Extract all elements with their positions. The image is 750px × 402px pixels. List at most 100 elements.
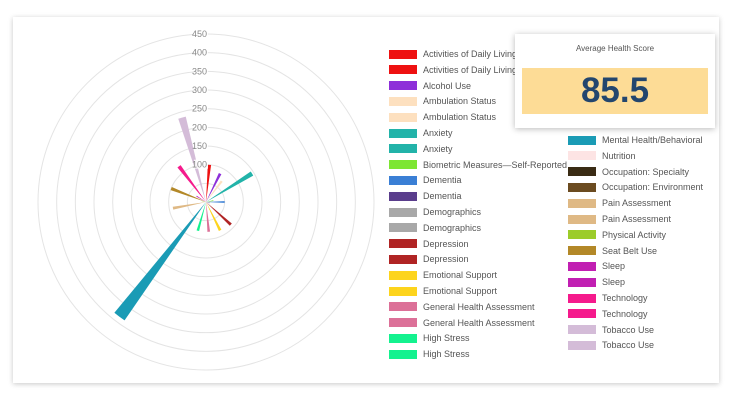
legend-label: Sleep [602, 261, 626, 272]
legend-label: Anxiety [423, 143, 453, 154]
legend-swatch [389, 286, 417, 296]
legend-label: Alcohol Use [423, 80, 472, 91]
legend-swatch [389, 144, 417, 154]
legend-item[interactable]: General Health Assessment [389, 316, 535, 330]
chart-wedge[interactable] [172, 202, 206, 210]
chart-wedge[interactable] [206, 171, 254, 202]
legend-swatch [389, 333, 417, 343]
legend-item[interactable]: Alcohol Use [389, 79, 471, 93]
legend-label: Biometric Measures—Self-Reported [423, 159, 568, 170]
legend-item[interactable]: Sleep [568, 259, 625, 273]
legend-label: Ambulation Status [423, 112, 497, 123]
legend-label: Depression [423, 254, 469, 265]
legend-item[interactable]: Emotional Support [389, 284, 497, 298]
legend-item[interactable]: Mental Health/Behavioral [568, 133, 703, 147]
legend-label: Physical Activity [602, 229, 667, 240]
legend-label: Mental Health/Behavioral [602, 135, 703, 145]
legend-item[interactable]: Technology [568, 291, 648, 305]
legend-item[interactable]: Dementia [389, 189, 462, 203]
legend-swatch [389, 349, 417, 359]
chart-wedge[interactable] [196, 195, 206, 202]
legend-label: Demographics [423, 207, 482, 217]
chart-wedge[interactable] [196, 202, 206, 232]
score-box: 85.5 [522, 68, 708, 114]
legend-item[interactable]: Tobacco Use [568, 338, 654, 352]
legend-item[interactable]: Depression [389, 237, 469, 251]
legend-label: Seat Belt Use [602, 245, 658, 256]
legend-swatch [389, 160, 417, 170]
chart-wedge[interactable] [206, 202, 222, 232]
chart-wedge[interactable] [206, 202, 232, 226]
legend-swatch [389, 81, 417, 91]
tick-label-bg [194, 141, 208, 150]
chart-wedge[interactable] [206, 200, 214, 202]
legend-label: Technology [602, 308, 648, 319]
chart-wedge[interactable] [206, 202, 211, 232]
legend-label: Depression [423, 238, 469, 249]
legend-item[interactable]: Emotional Support [389, 268, 497, 282]
legend-swatch [389, 318, 417, 328]
legend-item[interactable]: Activities of Daily Living [389, 63, 517, 77]
chart-wedge[interactable] [202, 201, 206, 202]
legend-item[interactable]: Tobacco Use [568, 323, 654, 337]
legend-item[interactable]: Ambulation Status [389, 110, 496, 124]
legend-item[interactable]: High Stress [389, 347, 470, 361]
chart-wedge[interactable] [177, 165, 206, 202]
legend-item[interactable]: Dementia [389, 173, 462, 187]
tick-label-bg [194, 47, 208, 57]
legend-swatch [568, 293, 596, 303]
legend-item[interactable]: Technology [568, 307, 648, 321]
legend-swatch [568, 340, 596, 350]
legend-item[interactable]: Seat Belt Use [568, 244, 657, 258]
legend-item[interactable]: Occupation: Environment [568, 180, 703, 194]
legend-item[interactable]: Pain Assessment [568, 212, 671, 226]
legend-swatch [568, 309, 596, 319]
legend-item[interactable]: Biometric Measures—Self-Reported [389, 158, 567, 172]
chart-wedge[interactable] [206, 180, 223, 202]
legend-label: Demographics [423, 222, 482, 233]
legend-label: Activities of Daily Living [423, 49, 518, 59]
legend-swatch [389, 191, 417, 201]
legend-item[interactable]: Anxiety [389, 126, 453, 140]
legend-item[interactable]: General Health Assessment [389, 300, 535, 314]
average-health-score-card: Average Health Score 85.5 [515, 34, 715, 128]
chart-wedge[interactable] [206, 201, 225, 203]
tick-label-bg [194, 122, 208, 132]
chart-wedge[interactable] [206, 202, 210, 204]
legend-swatch [568, 182, 596, 192]
legend-label: Occupation: Environment [602, 182, 704, 193]
legend-swatch [389, 207, 417, 217]
legend-swatch [389, 128, 417, 138]
legend-item[interactable]: Anxiety [389, 142, 453, 156]
legend-item[interactable]: Demographics [389, 221, 481, 235]
legend-label: Nutrition [602, 150, 636, 161]
radial-tick-label: 250 [192, 104, 207, 114]
legend-item[interactable]: Depression [389, 252, 469, 266]
legend-item[interactable]: Demographics [389, 205, 481, 219]
chart-wedge[interactable] [206, 172, 222, 202]
legend-label: Ambulation Status [423, 96, 497, 107]
chart-wedge[interactable] [170, 186, 206, 202]
chart-wedge[interactable] [206, 164, 212, 202]
legend-item[interactable]: High Stress [389, 331, 470, 345]
legend-label: Emotional Support [423, 286, 498, 296]
legend-swatch [568, 151, 596, 161]
legend-label: General Health Assessment [423, 317, 535, 328]
legend-item[interactable]: Nutrition [568, 149, 636, 163]
legend-swatch [568, 214, 596, 224]
legend-item[interactable]: Activities of Daily Living [389, 47, 517, 61]
legend-item[interactable]: Physical Activity [568, 228, 666, 242]
legend-item[interactable]: Occupation: Specialty [568, 165, 689, 179]
chart-wedge[interactable] [114, 202, 206, 321]
legend-label: Anxiety [423, 128, 453, 138]
legend-item[interactable]: Pain Assessment [568, 196, 671, 210]
radial-tick-label: 200 [192, 122, 207, 132]
grid-circle [56, 52, 356, 352]
legend-label: Pain Assessment [602, 214, 672, 224]
chart-wedge[interactable] [206, 202, 210, 203]
legend-item[interactable]: Ambulation Status [389, 94, 496, 108]
chart-wedge[interactable] [178, 116, 206, 202]
legend-item[interactable]: Sleep [568, 275, 625, 289]
legend-label: Pain Assessment [602, 198, 672, 209]
